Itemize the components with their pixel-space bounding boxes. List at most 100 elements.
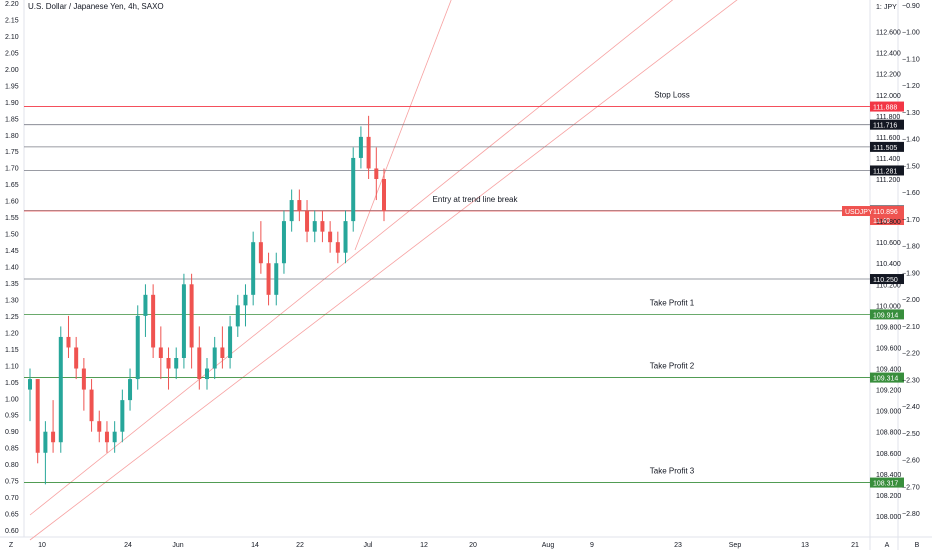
trend-line-lower[interactable] bbox=[29, 0, 750, 541]
time-axis-label: 9 bbox=[590, 542, 594, 549]
candle-body bbox=[120, 400, 125, 432]
candle-body bbox=[181, 284, 186, 358]
candle-body bbox=[274, 263, 279, 295]
candle-body bbox=[289, 200, 294, 222]
left-axis-tick: 1.45 bbox=[5, 248, 19, 255]
percent-axis-tick: −0.90 bbox=[902, 3, 920, 10]
price-axis-tick: 111.600 bbox=[876, 135, 900, 142]
time-axis-label: Sep bbox=[729, 542, 742, 549]
price-axis-tick: 112.400 bbox=[876, 51, 901, 58]
percent-axis-tick: −2.80 bbox=[902, 511, 920, 518]
left-axis-tick: 1.40 bbox=[5, 265, 19, 272]
price-tag-label: 111.505 bbox=[873, 145, 897, 152]
price-axis-tick: 110.600 bbox=[876, 240, 901, 247]
price-tag-label: 110.896 bbox=[873, 209, 898, 216]
percent-axis-tick: −2.40 bbox=[902, 404, 920, 411]
time-axis-label: 24 bbox=[124, 542, 132, 549]
percent-axis-tick: −2.60 bbox=[902, 458, 920, 465]
price-axis-tick: 109.800 bbox=[876, 324, 901, 331]
candle-body bbox=[112, 431, 117, 443]
symbol-tag bbox=[842, 206, 870, 217]
left-axis-tick: 1.90 bbox=[5, 100, 19, 107]
price-tag bbox=[870, 477, 904, 488]
level-annotation: Take Profit 2 bbox=[650, 362, 695, 371]
candle-body bbox=[305, 210, 310, 232]
candle-body bbox=[312, 221, 317, 232]
candle-body bbox=[235, 305, 240, 327]
candle-body bbox=[74, 347, 79, 369]
percent-axis-tick: −2.00 bbox=[902, 297, 920, 304]
time-axis-label: 14 bbox=[251, 542, 259, 549]
price-axis-tick: 110.200 bbox=[876, 282, 901, 289]
time-axis: 10 24 Jun 14 22 Jul 12 20 Aug 9 23 Sep 13 21 Z A B bbox=[9, 542, 920, 549]
percent-axis-tick: −1.40 bbox=[902, 137, 920, 144]
price-tag bbox=[870, 119, 904, 130]
left-axis-tick: 1.85 bbox=[5, 116, 19, 123]
percent-axis-tick: −2.20 bbox=[902, 351, 920, 358]
price-axis-tick: 112.000 bbox=[876, 93, 901, 100]
percent-axis-tick: −1.80 bbox=[902, 244, 920, 251]
countdown-label: 11:40 bbox=[873, 218, 890, 225]
percent-axis-tick: −1.20 bbox=[902, 83, 920, 90]
candle-body bbox=[58, 336, 63, 443]
level-annotation: Entry at trend line break bbox=[433, 195, 519, 204]
time-axis-label: 23 bbox=[674, 542, 682, 549]
candle-body bbox=[358, 136, 363, 158]
candle-body bbox=[343, 221, 348, 253]
percent-axis-tick: −1.10 bbox=[902, 56, 920, 63]
candle-body bbox=[266, 263, 271, 295]
left-axis-tick: 0.95 bbox=[5, 413, 19, 420]
price-axis-tick: 108.400 bbox=[876, 472, 901, 479]
percent-axis-tick: −1.70 bbox=[902, 217, 920, 224]
price-axis: 112.600 112.400 112.200 112.000 111.800 111.6… bbox=[876, 4, 901, 521]
candle-body bbox=[43, 431, 48, 453]
percent-axis-tick: −1.50 bbox=[902, 163, 920, 170]
time-axis-label: 21 bbox=[851, 542, 859, 549]
price-tag-label: 109.314 bbox=[873, 376, 898, 383]
time-axis-label: 22 bbox=[296, 542, 304, 549]
candle-body bbox=[258, 242, 263, 264]
percent-axis-tick: −2.30 bbox=[902, 377, 920, 384]
left-axis-tick: 0.80 bbox=[5, 462, 19, 469]
price-tag-label: 111.716 bbox=[873, 123, 897, 130]
candle-body bbox=[297, 200, 302, 211]
candle-body bbox=[228, 326, 233, 358]
left-axis-tick: 1.55 bbox=[5, 215, 19, 222]
candle-body bbox=[335, 242, 340, 253]
candle-body bbox=[35, 379, 40, 453]
candle-body bbox=[135, 315, 140, 380]
price-axis-tick: 109.600 bbox=[876, 345, 901, 352]
left-axis-tick: 1.00 bbox=[5, 396, 19, 403]
price-axis-tick: 111.200 bbox=[876, 177, 900, 184]
trend-line-steep[interactable] bbox=[354, 0, 455, 251]
countdown-tag bbox=[870, 216, 904, 226]
price-tag-label: 111.281 bbox=[873, 168, 897, 175]
price-axis-tick: 109.400 bbox=[876, 367, 901, 374]
candle-body bbox=[212, 347, 217, 369]
trend-line-upper[interactable] bbox=[29, 0, 685, 516]
candle-body bbox=[351, 157, 356, 222]
percent-axis-tick: −1.90 bbox=[902, 270, 920, 277]
trend-lines[interactable] bbox=[29, 0, 750, 541]
candle-body bbox=[143, 294, 148, 316]
corner-label-left: Z bbox=[9, 542, 14, 549]
price-axis-tick: 108.200 bbox=[876, 493, 901, 500]
chart-title: U.S. Dollar / Japanese Yen, 4h, SAXO bbox=[28, 2, 164, 11]
time-axis-label: Aug bbox=[542, 542, 555, 549]
price-tag bbox=[870, 309, 904, 320]
price-tag bbox=[870, 141, 904, 152]
price-tag-label: 108.317 bbox=[873, 481, 898, 488]
candle-body bbox=[243, 294, 248, 306]
corner-label-a: A bbox=[885, 542, 890, 549]
candle-body bbox=[220, 347, 225, 358]
price-tag-label: 109.914 bbox=[873, 312, 898, 319]
price-axis-currency: JPY bbox=[884, 4, 897, 11]
price-axis-tick: 110.400 bbox=[876, 261, 901, 268]
level-lines: 111.888 Stop Loss 111.716 111.505 111.281 110… bbox=[24, 91, 904, 488]
candle-body bbox=[128, 379, 133, 401]
percent-axis-tick: −1.30 bbox=[902, 110, 920, 117]
symbol-tag-label: USDJPY bbox=[845, 209, 873, 216]
